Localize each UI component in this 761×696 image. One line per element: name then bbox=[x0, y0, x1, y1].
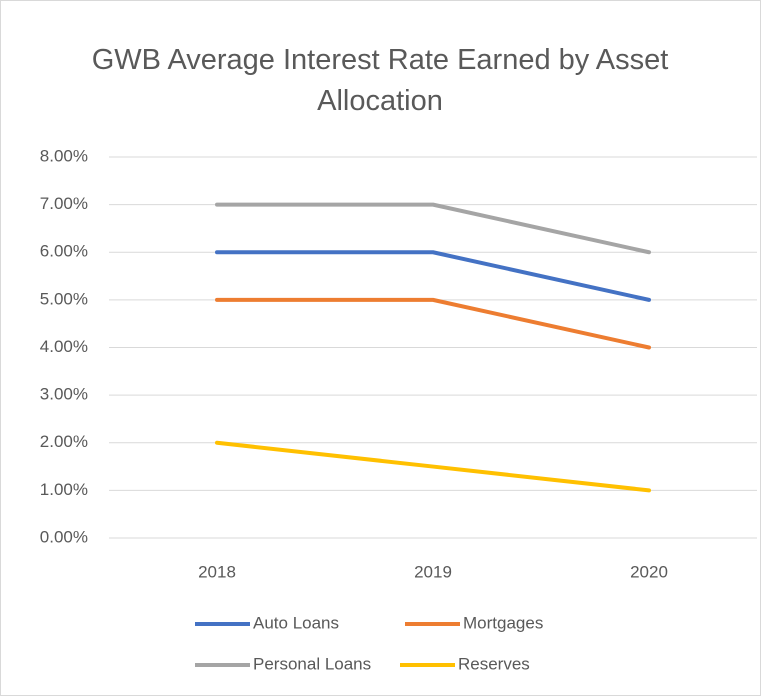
legend-label: Personal Loans bbox=[253, 654, 371, 673]
series-line bbox=[215, 250, 651, 302]
y-tick-label: 8.00% bbox=[40, 146, 88, 165]
y-tick-label: 4.00% bbox=[40, 337, 88, 356]
legend-label: Mortgages bbox=[463, 613, 543, 632]
x-tick-label: 2018 bbox=[198, 562, 236, 581]
series-line bbox=[215, 440, 651, 493]
series-line bbox=[215, 202, 651, 255]
x-tick-label: 2019 bbox=[414, 562, 452, 581]
y-tick-label: 2.00% bbox=[40, 432, 88, 451]
series-line bbox=[215, 297, 651, 350]
y-tick-label: 0.00% bbox=[40, 527, 88, 546]
legend-label: Reserves bbox=[458, 654, 530, 673]
y-tick-label: 6.00% bbox=[40, 242, 88, 261]
y-tick-label: 5.00% bbox=[40, 289, 88, 308]
y-tick-label: 1.00% bbox=[40, 480, 88, 499]
x-tick-label: 2020 bbox=[630, 562, 668, 581]
y-tick-label: 7.00% bbox=[40, 194, 88, 213]
legend-label: Auto Loans bbox=[253, 613, 339, 632]
y-tick-label: 3.00% bbox=[40, 385, 88, 404]
chart-title: GWB Average Interest Rate Earned by Asse… bbox=[91, 44, 669, 117]
